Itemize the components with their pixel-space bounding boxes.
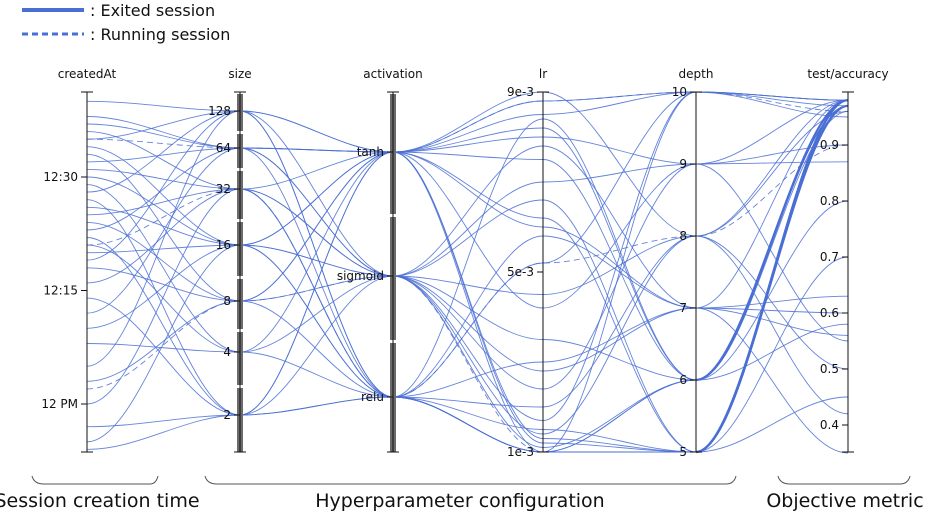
tick-label: 12:30 xyxy=(43,170,78,184)
legend: : Exited session : Running session xyxy=(22,1,230,44)
axis-title: test/accuracy xyxy=(807,67,888,81)
tick-label: sigmoid xyxy=(337,269,384,283)
tick-label: 12:15 xyxy=(43,284,78,298)
exited-session-line[interactable] xyxy=(86,145,849,454)
axis-lr[interactable]: lr 9e-3 5e-3 1e-3 xyxy=(507,67,549,459)
group-label-objective-metric: Objective metric xyxy=(766,490,923,512)
exited-session-line[interactable] xyxy=(86,110,849,453)
tick-label: tanh xyxy=(357,145,384,159)
tick-label: 5 xyxy=(679,445,687,459)
bracket-hyperparameter xyxy=(204,475,737,485)
axis-title: size xyxy=(228,67,251,81)
exited-session-line[interactable] xyxy=(86,99,849,372)
axis-title: depth xyxy=(679,67,714,81)
exited-session-line[interactable] xyxy=(695,99,849,382)
axis-title: createdAt xyxy=(58,67,117,81)
axis-title: lr xyxy=(539,67,547,81)
axis-activation[interactable]: activation tanh sigmoid relu xyxy=(337,67,423,453)
tick-label: 16 xyxy=(216,238,231,252)
axis-title: activation xyxy=(363,67,422,81)
group-label-creation-time: Session creation time xyxy=(0,490,200,512)
tick-label: 1e-3 xyxy=(507,445,534,459)
tick-label: 6 xyxy=(679,373,687,387)
group-brackets xyxy=(31,475,911,485)
exited-session-line[interactable] xyxy=(86,110,849,415)
tick-label: 0.6 xyxy=(820,306,839,320)
tick-label: 4 xyxy=(223,345,231,359)
tick-label: 0.8 xyxy=(820,194,839,208)
tick-label: 0.9 xyxy=(820,138,839,152)
tick-label: 0.7 xyxy=(820,250,839,264)
tick-label: 0.4 xyxy=(820,418,839,432)
axis-test-accuracy[interactable]: test/accuracy 0.9 0.8 0.7 0.6 0.5 0.4 xyxy=(807,67,889,453)
tick-label: 8 xyxy=(679,229,687,243)
exited-session-line[interactable] xyxy=(86,91,849,398)
tick-label: 5e-3 xyxy=(507,265,534,279)
tick-label: 2 xyxy=(223,408,231,422)
group-label-hyperparameters: Hyperparameter configuration xyxy=(315,490,604,512)
session-lines xyxy=(86,91,849,454)
axis-createdat[interactable]: createdAt 12 PM 12:15 12:30 xyxy=(41,67,117,453)
bracket-creation-time-line xyxy=(31,475,159,485)
exited-session-line[interactable] xyxy=(86,136,849,353)
axes: createdAt 12 PM 12:15 12:30 size 2 4 8 16 32 64 128… xyxy=(41,67,888,459)
tick-label: 64 xyxy=(216,141,231,155)
axis-size[interactable]: size 2 4 8 16 32 64 128 xyxy=(208,67,252,453)
running-session-line[interactable] xyxy=(86,105,849,453)
bracket-objective-metric xyxy=(777,475,911,485)
tick-label: 8 xyxy=(223,294,231,308)
running-session-line[interactable] xyxy=(86,91,849,153)
tick-label: 9 xyxy=(679,157,687,171)
tick-label: 10 xyxy=(672,85,687,99)
tick-label: 12 PM xyxy=(41,397,78,411)
tick-label: 0.5 xyxy=(820,362,839,376)
tick-label: 32 xyxy=(216,182,231,196)
tick-label: relu xyxy=(361,390,384,404)
legend-exited-label: : Exited session xyxy=(90,1,215,20)
exited-session-line[interactable] xyxy=(86,99,849,435)
axis-depth[interactable]: depth 10 9 8 7 6 5 xyxy=(672,67,714,459)
running-session-line[interactable] xyxy=(86,144,849,398)
tick-label: 128 xyxy=(208,104,231,118)
legend-running-label: : Running session xyxy=(90,25,230,44)
tick-label: 9e-3 xyxy=(507,85,534,99)
exited-session-line[interactable] xyxy=(695,104,849,454)
tick-label: 7 xyxy=(679,301,687,315)
exited-session-line[interactable] xyxy=(86,110,849,295)
